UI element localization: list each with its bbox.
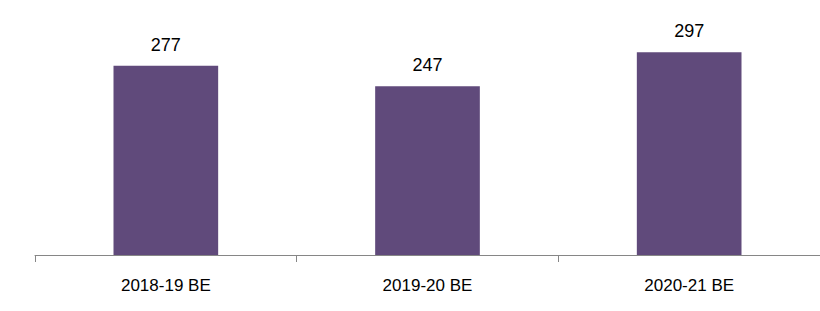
svg-text:2019-20 BE: 2019-20 BE (383, 276, 473, 295)
svg-text:247: 247 (412, 55, 442, 75)
svg-text:297: 297 (674, 21, 704, 41)
svg-text:277: 277 (151, 35, 181, 55)
svg-text:2018-19 BE: 2018-19 BE (121, 276, 211, 295)
svg-text:2020-21 BE: 2020-21 BE (644, 276, 734, 295)
